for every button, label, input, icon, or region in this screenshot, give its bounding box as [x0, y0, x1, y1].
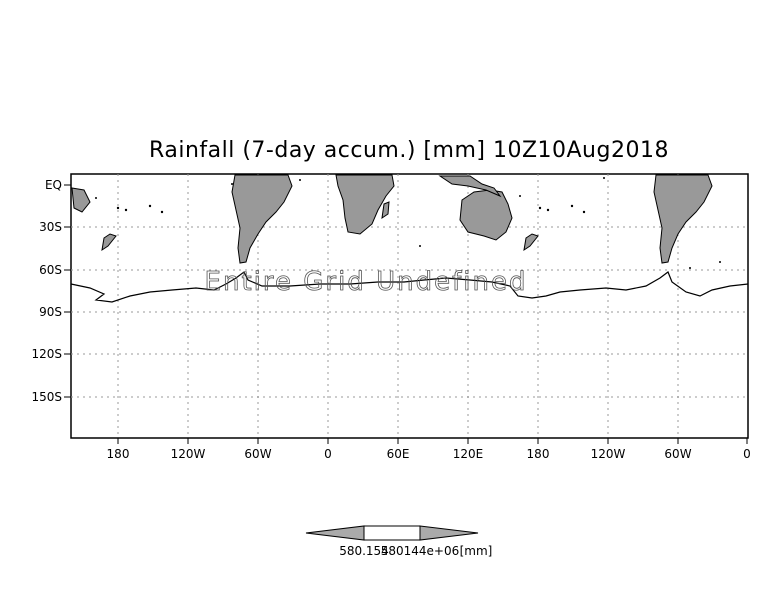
map-frame — [70, 173, 749, 439]
indonesia — [438, 175, 502, 198]
madagascar — [381, 201, 390, 220]
colorbar-label-right: 580144e+06 — [381, 544, 460, 558]
x-tick-label: 120E — [453, 447, 484, 461]
colorbar-label-left: 580.154 — [339, 544, 389, 558]
x-tick-label: 0 — [743, 447, 751, 461]
africa — [335, 174, 395, 235]
new-zealand — [523, 233, 539, 252]
colorbar-left-arrow — [305, 525, 365, 541]
colorbar-unit: [mm] — [460, 544, 493, 558]
y-tick-label: 30S — [39, 220, 62, 234]
y-tick-label: 90S — [39, 305, 62, 319]
undefined-grid-message: Entire Grid Undefined — [205, 267, 528, 297]
y-tick-label: 150S — [31, 390, 62, 404]
map-title: Rainfall (7-day accum.) [mm] 10Z10Aug201… — [149, 138, 669, 163]
y-tick-label: 120S — [31, 347, 62, 361]
south-america — [231, 174, 293, 264]
x-tick-label: 60E — [387, 447, 410, 461]
x-tick-label: 60W — [664, 447, 691, 461]
colorbar-center-box — [363, 525, 421, 541]
x-tick-label: 120W — [591, 447, 626, 461]
x-axis-ticks — [117, 438, 748, 444]
colorbar-right-arrow — [419, 525, 479, 541]
x-axis-labels: 180 120W 60W 0 60E 120E 180 120W 60W 0 — [107, 447, 751, 461]
new-zealand-left — [101, 233, 117, 252]
x-tick-label: 0 — [324, 447, 332, 461]
continents — [71, 174, 713, 264]
x-tick-label: 180 — [527, 447, 550, 461]
y-tick-label: 60S — [39, 263, 62, 277]
x-tick-label: 60W — [244, 447, 271, 461]
x-tick-label: 180 — [107, 447, 130, 461]
antarctica-coast — [70, 271, 749, 303]
y-tick-label: EQ — [45, 178, 62, 192]
y-axis-labels: EQ 30S 60S 90S 120S 150S — [31, 178, 62, 404]
australia-left-edge — [71, 187, 91, 213]
island-dots — [95, 177, 721, 269]
x-tick-label: 120W — [171, 447, 206, 461]
south-america-right — [653, 174, 713, 264]
y-axis-ticks — [64, 184, 71, 398]
